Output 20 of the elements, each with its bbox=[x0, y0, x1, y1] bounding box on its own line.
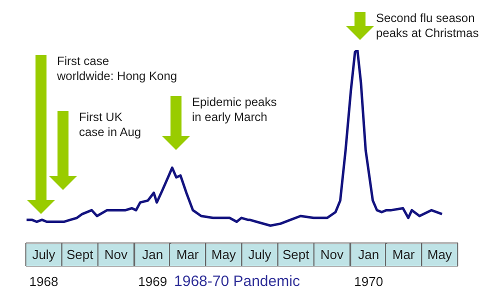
x-tick-label: Jan bbox=[358, 247, 380, 262]
x-tick-label: Jan bbox=[142, 247, 164, 262]
annotation: First UK case in Aug bbox=[79, 110, 142, 139]
x-tick-label: Nov bbox=[320, 247, 344, 262]
text: 1968-70 Pandemic bbox=[174, 273, 300, 290]
annotation: First case worldwide: Hong Kong bbox=[56, 54, 178, 83]
x2-tick-label: 1969 bbox=[138, 274, 168, 290]
x2-tick-label: 1970 bbox=[354, 274, 384, 290]
x-tick-label: May bbox=[211, 247, 236, 262]
x-tick-label: July bbox=[32, 247, 56, 262]
x-tick-label: Mar bbox=[176, 247, 200, 262]
x-tick-label: Mar bbox=[392, 247, 416, 262]
x-tick-label: Sept bbox=[282, 247, 310, 262]
x-tick-label: Nov bbox=[104, 247, 128, 262]
x-tick-label: July bbox=[248, 247, 272, 262]
text: Second flu season peaks at Christmas bbox=[376, 11, 479, 40]
x-tick-label: Sept bbox=[66, 247, 94, 262]
x-tick-label: May bbox=[427, 247, 452, 262]
x2-tick-label: 1968 bbox=[29, 274, 58, 290]
annotation: Epidemic peaks in early March bbox=[192, 95, 277, 124]
